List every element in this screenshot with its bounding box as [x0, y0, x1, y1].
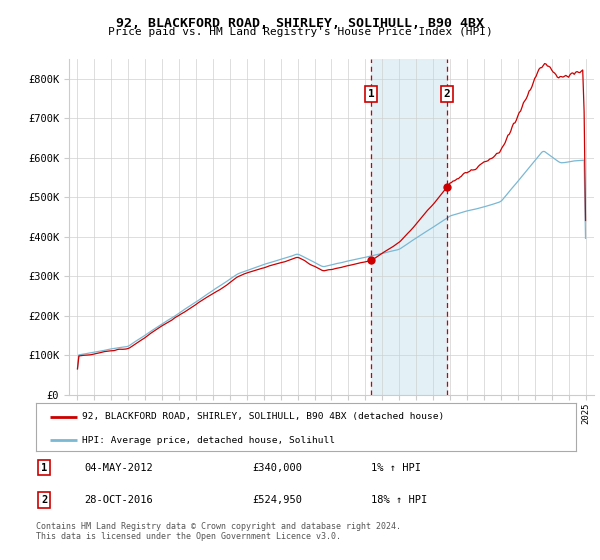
Text: £340,000: £340,000	[252, 463, 302, 473]
Text: 28-OCT-2016: 28-OCT-2016	[85, 495, 154, 505]
Text: 1: 1	[368, 89, 374, 99]
Text: 92, BLACKFORD ROAD, SHIRLEY, SOLIHULL, B90 4BX: 92, BLACKFORD ROAD, SHIRLEY, SOLIHULL, B…	[116, 17, 484, 30]
Text: 04-MAY-2012: 04-MAY-2012	[85, 463, 154, 473]
Text: Price paid vs. HM Land Registry's House Price Index (HPI): Price paid vs. HM Land Registry's House …	[107, 27, 493, 38]
Text: HPI: Average price, detached house, Solihull: HPI: Average price, detached house, Soli…	[82, 436, 335, 445]
Text: 18% ↑ HPI: 18% ↑ HPI	[371, 495, 427, 505]
Text: 2: 2	[41, 495, 47, 505]
Text: £524,950: £524,950	[252, 495, 302, 505]
Text: 2: 2	[444, 89, 451, 99]
Text: Contains HM Land Registry data © Crown copyright and database right 2024.
This d: Contains HM Land Registry data © Crown c…	[36, 522, 401, 542]
Text: 1% ↑ HPI: 1% ↑ HPI	[371, 463, 421, 473]
Text: 1: 1	[41, 463, 47, 473]
Text: 92, BLACKFORD ROAD, SHIRLEY, SOLIHULL, B90 4BX (detached house): 92, BLACKFORD ROAD, SHIRLEY, SOLIHULL, B…	[82, 412, 444, 421]
Bar	[371, 59, 447, 395]
